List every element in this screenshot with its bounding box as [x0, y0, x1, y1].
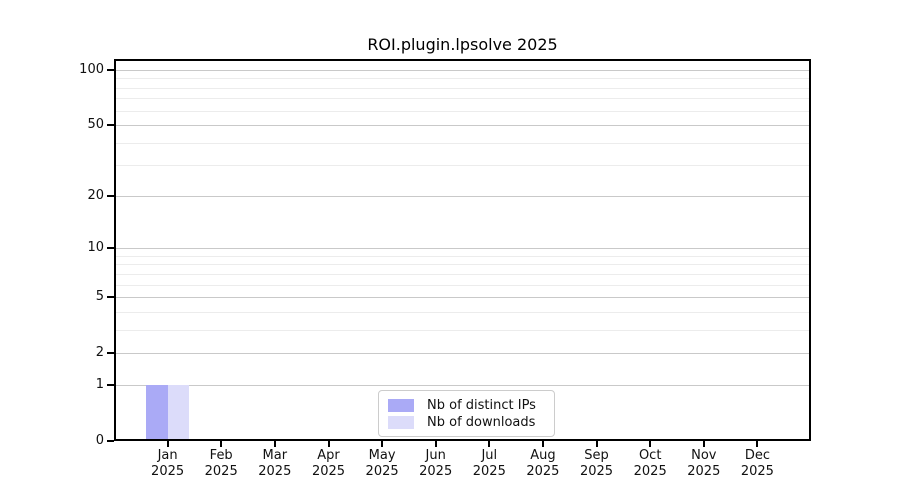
y-tick-label: 0: [95, 433, 104, 448]
minor-gridline: [114, 264, 811, 266]
y-tick-mark: [107, 69, 114, 71]
axis-spine-top: [114, 59, 811, 61]
minor-gridline: [114, 255, 811, 257]
bar-nb-of-downloads: [167, 385, 190, 441]
legend-swatch-downloads: [388, 415, 414, 429]
x-tick-mark: [220, 441, 223, 447]
x-tick-label: Aug 2025: [526, 448, 560, 479]
x-tick-label: Sep 2025: [579, 448, 614, 479]
y-tick-label: 1: [95, 377, 104, 393]
legend-label-distinct-ips: Nb of distinct IPs: [427, 397, 536, 413]
y-tick-mark: [107, 384, 114, 387]
y-tick-mark: [107, 440, 114, 442]
minor-gridline: [114, 284, 811, 286]
minor-gridline: [114, 98, 811, 100]
chart-title: ROI.plugin.lpsolve 2025: [367, 35, 558, 54]
x-tick-label: Jan 2025: [151, 448, 185, 479]
legend-label-downloads: Nb of downloads: [427, 414, 536, 430]
y-tick-label: 50: [87, 116, 104, 132]
major-gridline: [114, 248, 811, 250]
x-tick-label: Dec 2025: [740, 448, 774, 479]
minor-gridline: [114, 87, 811, 89]
major-gridline: [114, 352, 811, 354]
legend-swatch-distinct-ips: [388, 398, 414, 412]
legend-item-downloads: Nb of downloads: [388, 414, 545, 430]
minor-gridline: [114, 311, 811, 313]
y-tick-label: 5: [95, 289, 104, 304]
major-gridline: [114, 124, 811, 126]
x-tick-mark: [756, 441, 759, 447]
x-tick-label: Nov 2025: [687, 448, 721, 479]
x-tick-label: Jun 2025: [419, 448, 453, 479]
x-tick-mark: [702, 441, 705, 447]
axis-spine-right: [809, 59, 811, 441]
y-tick-label: 2: [95, 344, 104, 360]
bar-nb-of-distinct-ips: [146, 385, 168, 441]
minor-gridline: [114, 273, 811, 275]
x-tick-mark: [166, 441, 169, 447]
x-tick-mark: [381, 441, 384, 447]
x-tick-mark: [327, 441, 330, 447]
y-tick-mark: [107, 247, 114, 250]
x-tick-mark: [649, 441, 652, 447]
x-tick-label: Feb 2025: [204, 448, 238, 479]
major-gridline: [114, 70, 811, 71]
y-tick-mark: [107, 123, 114, 126]
y-tick-mark: [107, 296, 114, 298]
minor-gridline: [114, 164, 811, 166]
x-tick-mark: [595, 441, 598, 447]
axis-spine-bottom: [114, 439, 811, 441]
axis-spine-left: [114, 59, 116, 441]
y-tick-mark: [107, 351, 114, 354]
y-tick-label: 100: [79, 62, 104, 77]
y-tick-label: 10: [87, 240, 104, 256]
x-tick-mark: [488, 441, 491, 447]
x-tick-label: Oct 2025: [633, 448, 667, 479]
x-tick-label: Jul 2025: [472, 448, 506, 479]
major-gridline: [114, 196, 811, 198]
x-tick-mark: [541, 441, 544, 447]
legend-item-distinct-ips: Nb of distinct IPs: [388, 397, 545, 413]
major-gridline: [114, 297, 811, 298]
chart-legend: Nb of distinct IPs Nb of downloads: [378, 390, 555, 437]
x-tick-mark: [273, 441, 276, 447]
major-gridline: [114, 385, 811, 387]
minor-gridline: [114, 142, 811, 144]
y-tick-label: 20: [87, 188, 104, 204]
x-tick-label: May 2025: [365, 448, 399, 479]
x-tick-label: Mar 2025: [258, 448, 292, 479]
minor-gridline: [114, 329, 811, 331]
minor-gridline: [114, 110, 811, 112]
plot-area: [107, 59, 811, 447]
x-tick-mark: [434, 441, 437, 447]
x-tick-label: Apr 2025: [311, 448, 346, 479]
minor-gridline: [114, 78, 811, 80]
y-tick-mark: [107, 195, 114, 198]
